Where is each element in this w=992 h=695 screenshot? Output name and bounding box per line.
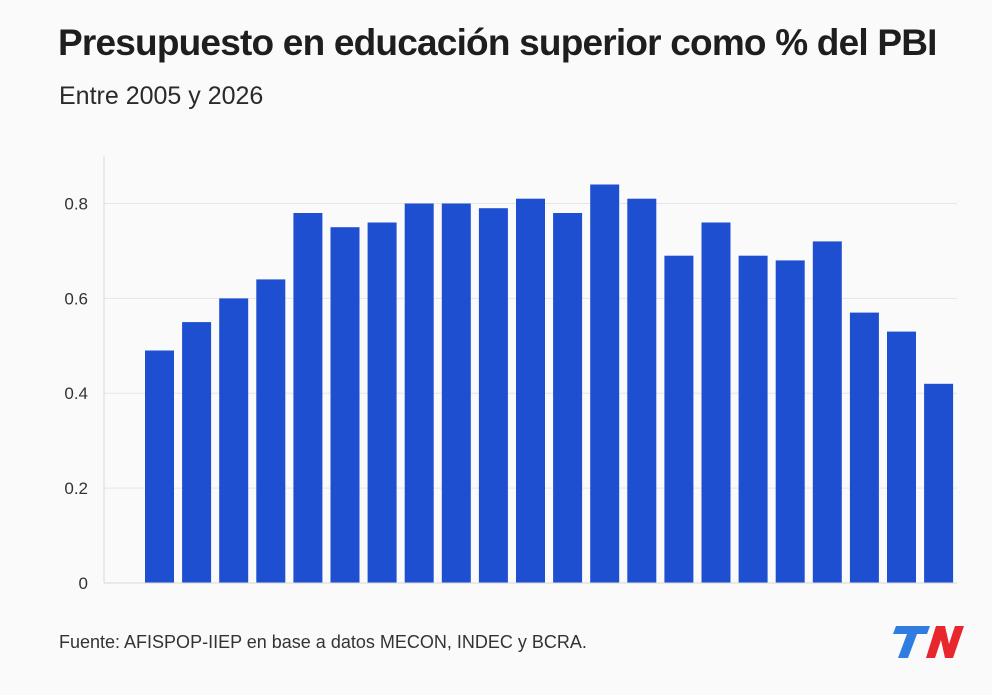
bar-2019 — [664, 255, 694, 583]
bar-2021 — [738, 255, 768, 583]
bar-2015 — [516, 198, 545, 583]
bar-2022 — [775, 260, 805, 583]
y-tick-label: 0.6 — [64, 289, 88, 308]
bar-2026 — [924, 383, 954, 583]
bar-2006 — [182, 322, 212, 583]
tn-logo: TN — [893, 626, 964, 658]
bar-2011 — [367, 222, 397, 583]
source-note: Fuente: AFISPOP-IIEP en base a datos MEC… — [59, 632, 587, 652]
bar-2020 — [701, 222, 731, 583]
bar-2008 — [256, 279, 286, 583]
bar-2010 — [330, 227, 360, 583]
y-tick-label: 0.2 — [64, 479, 88, 498]
bar-2018 — [627, 198, 657, 583]
y-tick-label: 0.8 — [64, 194, 88, 213]
bar-2013 — [441, 203, 471, 583]
bar-2005 — [145, 350, 174, 583]
bar-2024 — [849, 312, 879, 583]
bars — [145, 184, 954, 583]
y-tick-label: 0.4 — [64, 384, 88, 403]
bar-2016 — [553, 213, 583, 583]
bar-chart: 0 0.2 0.4 0.6 0.8 — [64, 156, 957, 593]
bar-2017 — [590, 184, 620, 583]
bar-2023 — [812, 241, 842, 583]
y-tick-label: 0 — [79, 574, 88, 593]
bar-2009 — [293, 213, 323, 583]
bar-2007 — [219, 298, 249, 583]
bar-2012 — [404, 203, 434, 583]
chart-subtitle: Entre 2005 y 2026 — [59, 82, 264, 110]
chart-title: Presupuesto en educación superior como %… — [58, 22, 937, 63]
bar-2025 — [887, 331, 916, 583]
bar-2014 — [478, 208, 508, 583]
y-axis-ticks: 0 0.2 0.4 0.6 0.8 — [64, 194, 88, 593]
